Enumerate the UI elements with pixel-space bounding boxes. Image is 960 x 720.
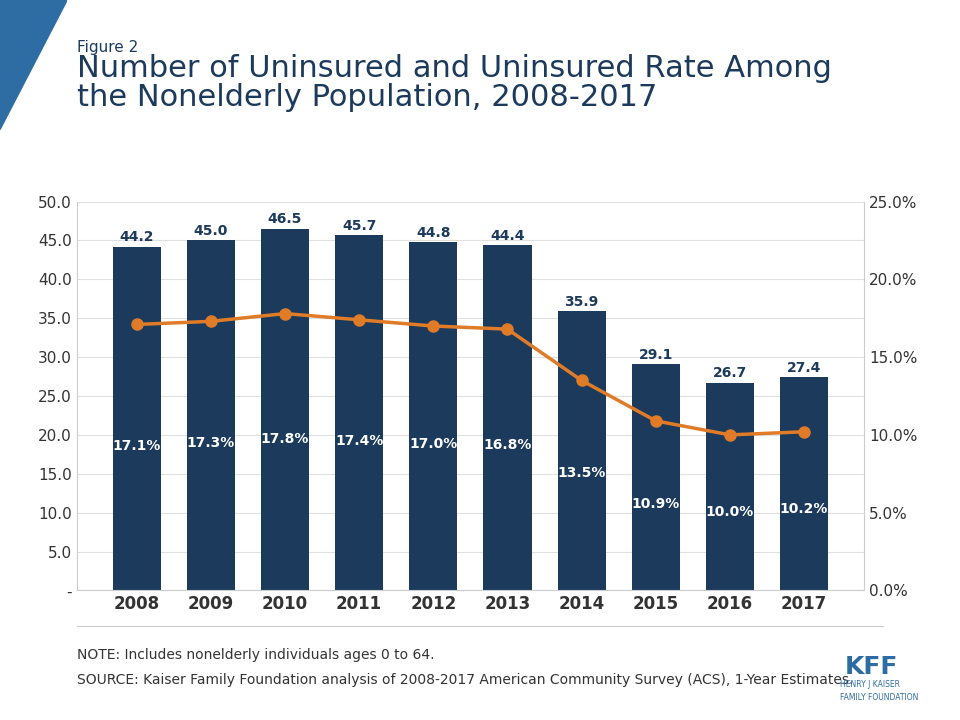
Bar [112, 247, 160, 590]
Bar [558, 311, 606, 590]
Text: 46.5: 46.5 [268, 212, 302, 227]
Text: 26.7: 26.7 [713, 366, 747, 380]
Text: 10.2%: 10.2% [780, 503, 828, 516]
Bar [484, 245, 532, 590]
Text: 27.4: 27.4 [787, 361, 822, 375]
Text: 29.1: 29.1 [638, 348, 673, 361]
Text: 45.0: 45.0 [194, 224, 228, 238]
Bar [187, 240, 235, 590]
Text: 16.8%: 16.8% [483, 438, 532, 452]
Text: NOTE: Includes nonelderly individuals ages 0 to 64.: NOTE: Includes nonelderly individuals ag… [77, 648, 434, 662]
Text: 17.0%: 17.0% [409, 437, 458, 451]
Text: 35.9: 35.9 [564, 295, 599, 309]
Text: the Nonelderly Population, 2008-2017: the Nonelderly Population, 2008-2017 [77, 83, 658, 112]
Text: HENRY J KAISER: HENRY J KAISER [840, 680, 900, 690]
Bar [632, 364, 680, 590]
Polygon shape [0, 0, 67, 130]
Text: KFF: KFF [845, 655, 899, 679]
Text: 13.5%: 13.5% [558, 466, 606, 480]
Bar [780, 377, 828, 590]
Text: 45.7: 45.7 [342, 219, 376, 233]
Bar [335, 235, 383, 590]
Bar [261, 229, 309, 590]
Bar [409, 242, 457, 590]
Text: Figure 2: Figure 2 [77, 40, 138, 55]
Text: 10.0%: 10.0% [706, 505, 755, 518]
Text: Number of Uninsured and Uninsured Rate Among: Number of Uninsured and Uninsured Rate A… [77, 54, 831, 83]
Text: 44.4: 44.4 [491, 229, 525, 243]
Text: 17.4%: 17.4% [335, 434, 383, 448]
Text: 44.2: 44.2 [119, 230, 154, 244]
Text: 17.3%: 17.3% [186, 436, 235, 451]
Text: SOURCE: Kaiser Family Foundation analysis of 2008-2017 American Community Survey: SOURCE: Kaiser Family Foundation analysi… [77, 673, 853, 687]
Text: 10.9%: 10.9% [632, 498, 680, 511]
Text: 44.8: 44.8 [416, 225, 450, 240]
Bar [706, 383, 754, 590]
Text: FAMILY FOUNDATION: FAMILY FOUNDATION [840, 693, 919, 701]
Text: 17.1%: 17.1% [112, 439, 161, 453]
Text: 17.8%: 17.8% [261, 431, 309, 446]
